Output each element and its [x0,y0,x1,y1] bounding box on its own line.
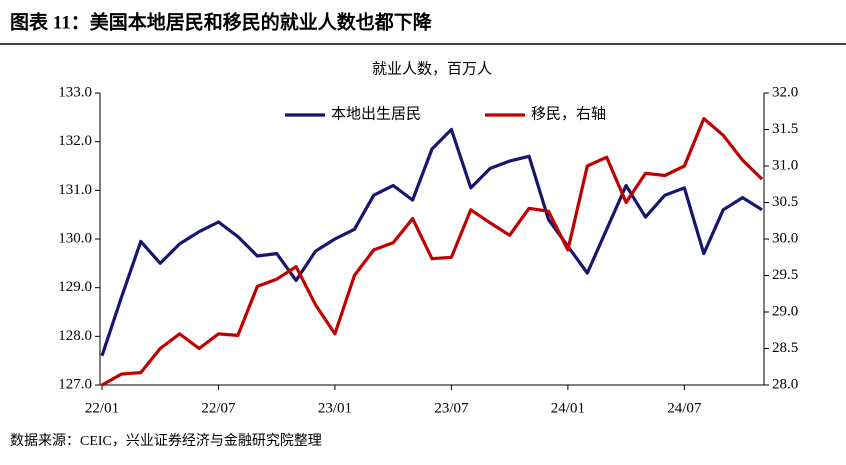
y2-tick-label: 31.0 [772,157,798,173]
y2-tick-label: 30.5 [772,194,798,210]
chart-title: 就业人数，百万人 [372,60,492,77]
y2-tick-label: 29.0 [772,303,798,319]
legend-label: 移民，右轴 [531,105,606,122]
page-title: 图表 11：美国本地居民和移民的就业人数也都下降 [10,10,433,33]
y2-tick-label: 29.5 [772,267,798,283]
y2-tick-label: 32.0 [772,84,798,100]
source: 数据来源：CEIC，兴业证券经济与金融研究院整理 [10,433,322,449]
y-tick-label: 127.0 [58,376,92,392]
x-tick-label: 23/01 [318,400,352,416]
x-tick-label: 22/01 [85,400,119,416]
y-tick-label: 133.0 [58,84,92,100]
x-tick-label: 22/07 [201,400,236,416]
y-tick-label: 131.0 [58,182,92,198]
legend-label: 本地出生居民 [331,105,421,122]
y2-tick-label: 28.0 [772,376,798,392]
y-tick-label: 130.0 [58,230,92,246]
series-line [101,117,764,387]
series-line [100,127,763,357]
x-tick-label: 24/01 [551,400,585,416]
x-tick-label: 24/07 [667,400,702,416]
y-tick-label: 128.0 [58,328,92,344]
y2-tick-label: 31.5 [772,121,798,137]
y2-tick-label: 30.0 [772,230,798,246]
x-tick-label: 23/07 [434,400,469,416]
y-tick-label: 129.0 [58,279,92,295]
y2-tick-label: 28.5 [772,340,798,356]
y-tick-label: 132.0 [58,133,92,149]
